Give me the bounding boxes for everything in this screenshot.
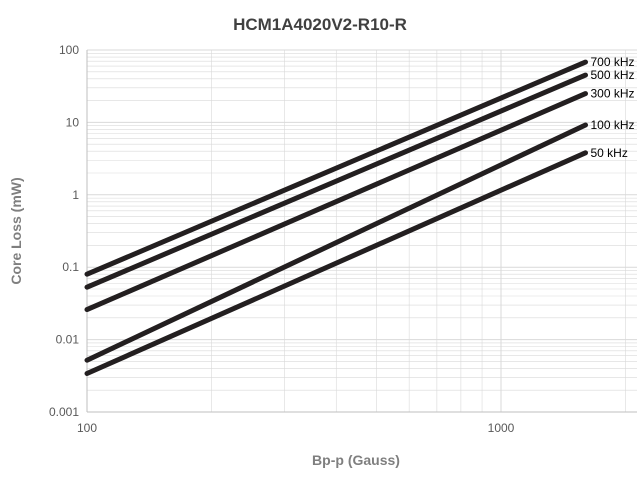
y-tick-labels: 0.001 0.01 0.1 1 10 100 bbox=[49, 43, 79, 419]
series-label: 700 kHz bbox=[591, 55, 635, 69]
series-lines bbox=[84, 59, 588, 376]
y-tick-label: 1 bbox=[72, 188, 79, 202]
chart-title: HCM1A4020V2-R10-R bbox=[233, 15, 407, 34]
y-axis-label: Core Loss (mW) bbox=[8, 177, 24, 284]
x-tick-label: 100 bbox=[77, 421, 97, 435]
series-line bbox=[84, 150, 588, 376]
series-label: 300 kHz bbox=[591, 87, 635, 101]
series-line bbox=[84, 122, 588, 363]
series-label: 50 kHz bbox=[591, 146, 628, 160]
series-label: 100 kHz bbox=[591, 118, 635, 132]
x-axis-label: Bp-p (Gauss) bbox=[312, 452, 400, 468]
series-line bbox=[84, 59, 588, 277]
y-tick-label: 0.1 bbox=[62, 260, 79, 274]
series-line bbox=[84, 91, 588, 313]
y-tick-label: 0.01 bbox=[56, 333, 80, 347]
x-tick-labels: 100 1000 bbox=[77, 421, 515, 435]
y-tick-label: 100 bbox=[59, 43, 79, 57]
y-tick-label: 10 bbox=[66, 115, 80, 129]
x-tick-label: 1000 bbox=[488, 421, 515, 435]
grid bbox=[86, 49, 637, 413]
series-line bbox=[84, 72, 588, 290]
y-tick-label: 0.001 bbox=[49, 405, 79, 419]
series-label: 500 kHz bbox=[591, 68, 635, 82]
